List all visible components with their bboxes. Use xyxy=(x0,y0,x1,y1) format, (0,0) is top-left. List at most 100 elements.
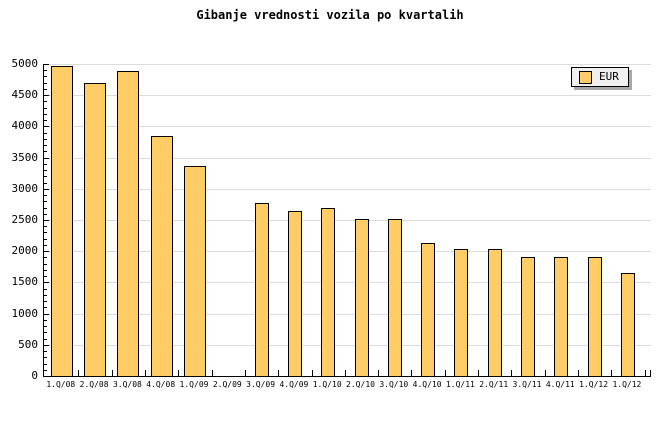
bar xyxy=(354,219,369,376)
gridline xyxy=(44,282,651,284)
gridline xyxy=(44,95,651,97)
bar xyxy=(521,257,535,376)
y-tick-minor xyxy=(44,301,47,303)
y-tick-minor xyxy=(44,244,47,246)
y-axis-label: 2000 xyxy=(11,244,39,258)
gridline xyxy=(44,126,651,128)
x-axis-label: 2.Q/08 xyxy=(79,380,109,389)
y-tick-minor xyxy=(44,145,47,147)
x-axis-label: 3.Q/10 xyxy=(379,380,409,389)
bar xyxy=(84,83,107,376)
x-tick xyxy=(178,370,180,376)
y-tick-minor xyxy=(44,276,47,278)
x-tick xyxy=(577,370,579,376)
x-tick xyxy=(511,370,513,376)
x-axis-label: 3.Q/08 xyxy=(112,380,142,389)
bar xyxy=(184,166,206,376)
x-axis-label: 3.Q/11 xyxy=(512,380,542,389)
x-axis-labels: 1.Q/08 2.Q/08 3.Q/08 4.Q/08 1.Q/09 2.Q/09 3.Q/… xyxy=(0,380,660,392)
x-axis-label: 2.Q/09 xyxy=(212,380,242,389)
gridline xyxy=(44,344,651,346)
y-tick-minor xyxy=(44,107,47,109)
x-axis-label: 1.Q/12 xyxy=(612,380,642,389)
x-tick xyxy=(278,370,280,376)
legend: EUR xyxy=(571,67,629,87)
x-tick xyxy=(644,370,646,376)
bar xyxy=(150,136,173,376)
y-tick-minor xyxy=(44,88,47,90)
x-tick xyxy=(78,370,80,376)
x-axis-label: 4.Q/11 xyxy=(545,380,575,389)
x-tick xyxy=(611,370,613,376)
x-tick xyxy=(444,370,446,376)
y-tick-major xyxy=(44,313,49,315)
bar xyxy=(421,243,436,376)
y-tick-minor xyxy=(44,257,47,259)
chart-title: Gibanje vrednosti vozila po kvartalih xyxy=(196,8,464,22)
y-axis-label: 0 xyxy=(31,369,38,382)
y-tick-minor xyxy=(44,332,47,334)
x-axis-label: 3.Q/09 xyxy=(246,380,276,389)
y-tick-minor xyxy=(44,238,47,240)
x-axis-label: 1.Q/11 xyxy=(445,380,475,389)
y-tick-major xyxy=(44,64,49,65)
x-tick xyxy=(344,370,346,376)
y-tick-minor xyxy=(44,170,47,172)
y-axis-label: 500 xyxy=(18,337,38,351)
y-tick-minor xyxy=(44,70,47,72)
y-tick-minor xyxy=(44,213,47,215)
bar xyxy=(321,208,336,376)
y-tick-minor xyxy=(44,82,47,84)
gridline xyxy=(44,251,651,253)
y-axis-label: 4000 xyxy=(11,119,39,133)
y-axis-label: 4500 xyxy=(11,88,39,102)
y-tick-minor xyxy=(44,263,47,265)
y-tick-minor xyxy=(44,195,47,197)
y-axis-label: 5000 xyxy=(11,57,39,70)
legend-label: EUR xyxy=(599,70,619,83)
gridline xyxy=(44,188,651,190)
bar xyxy=(117,71,140,376)
y-tick-minor xyxy=(44,201,47,203)
y-axis-label: 2500 xyxy=(11,213,39,226)
y-tick-major xyxy=(44,95,49,97)
y-tick-minor xyxy=(44,132,47,134)
y-tick-minor xyxy=(44,120,47,122)
y-tick-major xyxy=(44,126,49,128)
x-tick xyxy=(478,370,480,376)
bar xyxy=(387,219,402,376)
y-tick-major xyxy=(44,344,49,346)
gridline xyxy=(44,220,651,221)
y-tick-major xyxy=(44,157,49,159)
y-axis-label: 3500 xyxy=(11,150,39,164)
y-tick-minor xyxy=(44,232,47,234)
y-tick-minor xyxy=(44,138,47,140)
y-tick-minor xyxy=(44,319,47,321)
y-axis-label: 1500 xyxy=(11,275,39,289)
y-tick-minor xyxy=(44,351,47,353)
y-tick-minor xyxy=(44,163,47,165)
x-tick xyxy=(544,370,546,376)
y-tick-minor xyxy=(44,307,47,309)
bar xyxy=(554,257,569,376)
y-tick-major xyxy=(44,220,49,221)
y-tick-minor xyxy=(44,101,47,103)
x-axis-label: 1.Q/08 xyxy=(46,380,76,389)
y-tick-minor xyxy=(44,207,47,209)
x-axis-label: 4.Q/10 xyxy=(412,380,442,389)
gridline xyxy=(44,157,651,159)
bar xyxy=(287,211,302,376)
x-tick xyxy=(111,370,113,376)
x-tick xyxy=(311,370,313,376)
x-tick xyxy=(378,370,380,376)
y-axis-label: 3000 xyxy=(11,181,39,195)
gridline xyxy=(44,64,651,65)
bar xyxy=(620,273,635,376)
x-axis-label: 1.Q/09 xyxy=(179,380,209,389)
bar xyxy=(587,257,602,376)
y-tick-minor xyxy=(44,113,47,115)
legend-swatch-eur xyxy=(579,70,592,84)
gridline xyxy=(44,313,651,315)
y-tick-minor xyxy=(44,357,47,359)
